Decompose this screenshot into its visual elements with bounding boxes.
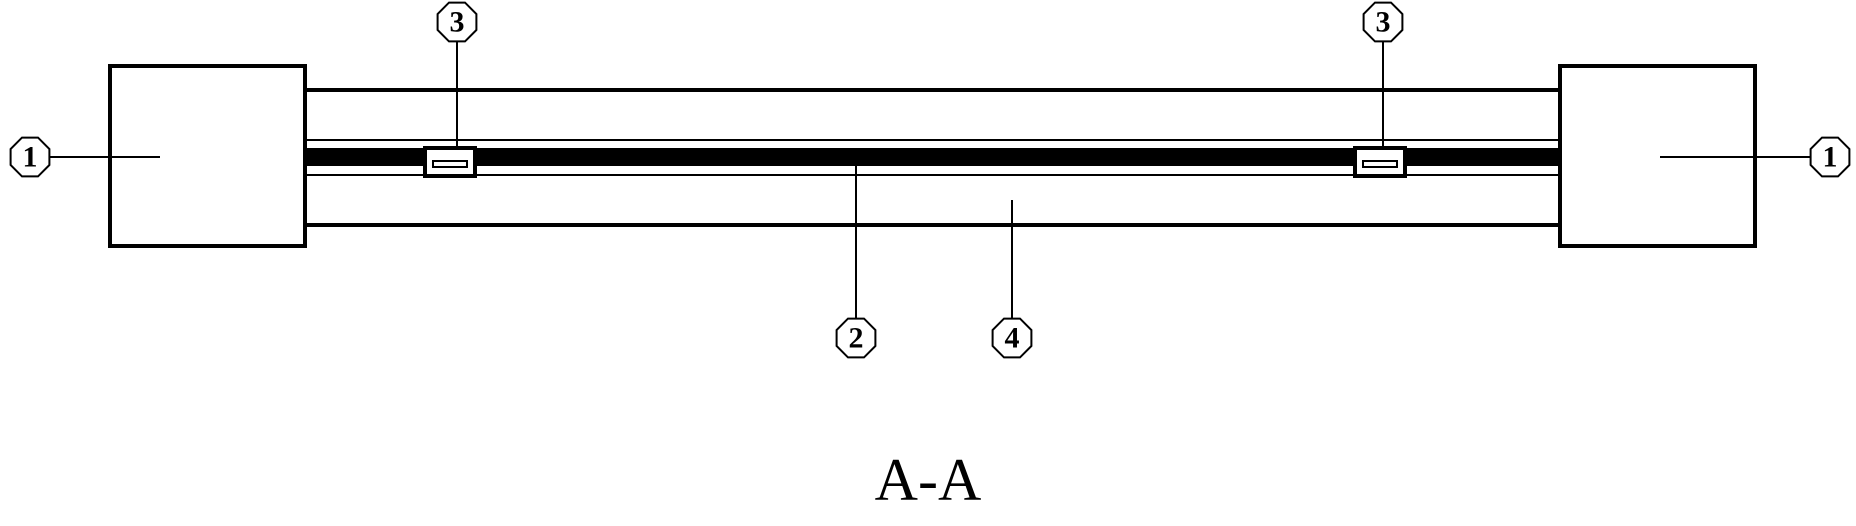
callout-3: 3 <box>438 3 477 150</box>
callout-label: 3 <box>450 6 465 39</box>
callout-2: 2 <box>837 166 876 357</box>
bar-widget <box>1355 148 1405 176</box>
callout-label: 1 <box>1823 141 1838 174</box>
callout-3: 3 <box>1364 3 1403 150</box>
callout-label: 4 <box>1005 322 1020 355</box>
callout-label: 1 <box>23 141 38 174</box>
bar-widget <box>425 148 475 176</box>
callout-label: 3 <box>1376 6 1391 39</box>
callout-label: 2 <box>849 322 864 355</box>
section-caption: A-A <box>875 447 982 513</box>
